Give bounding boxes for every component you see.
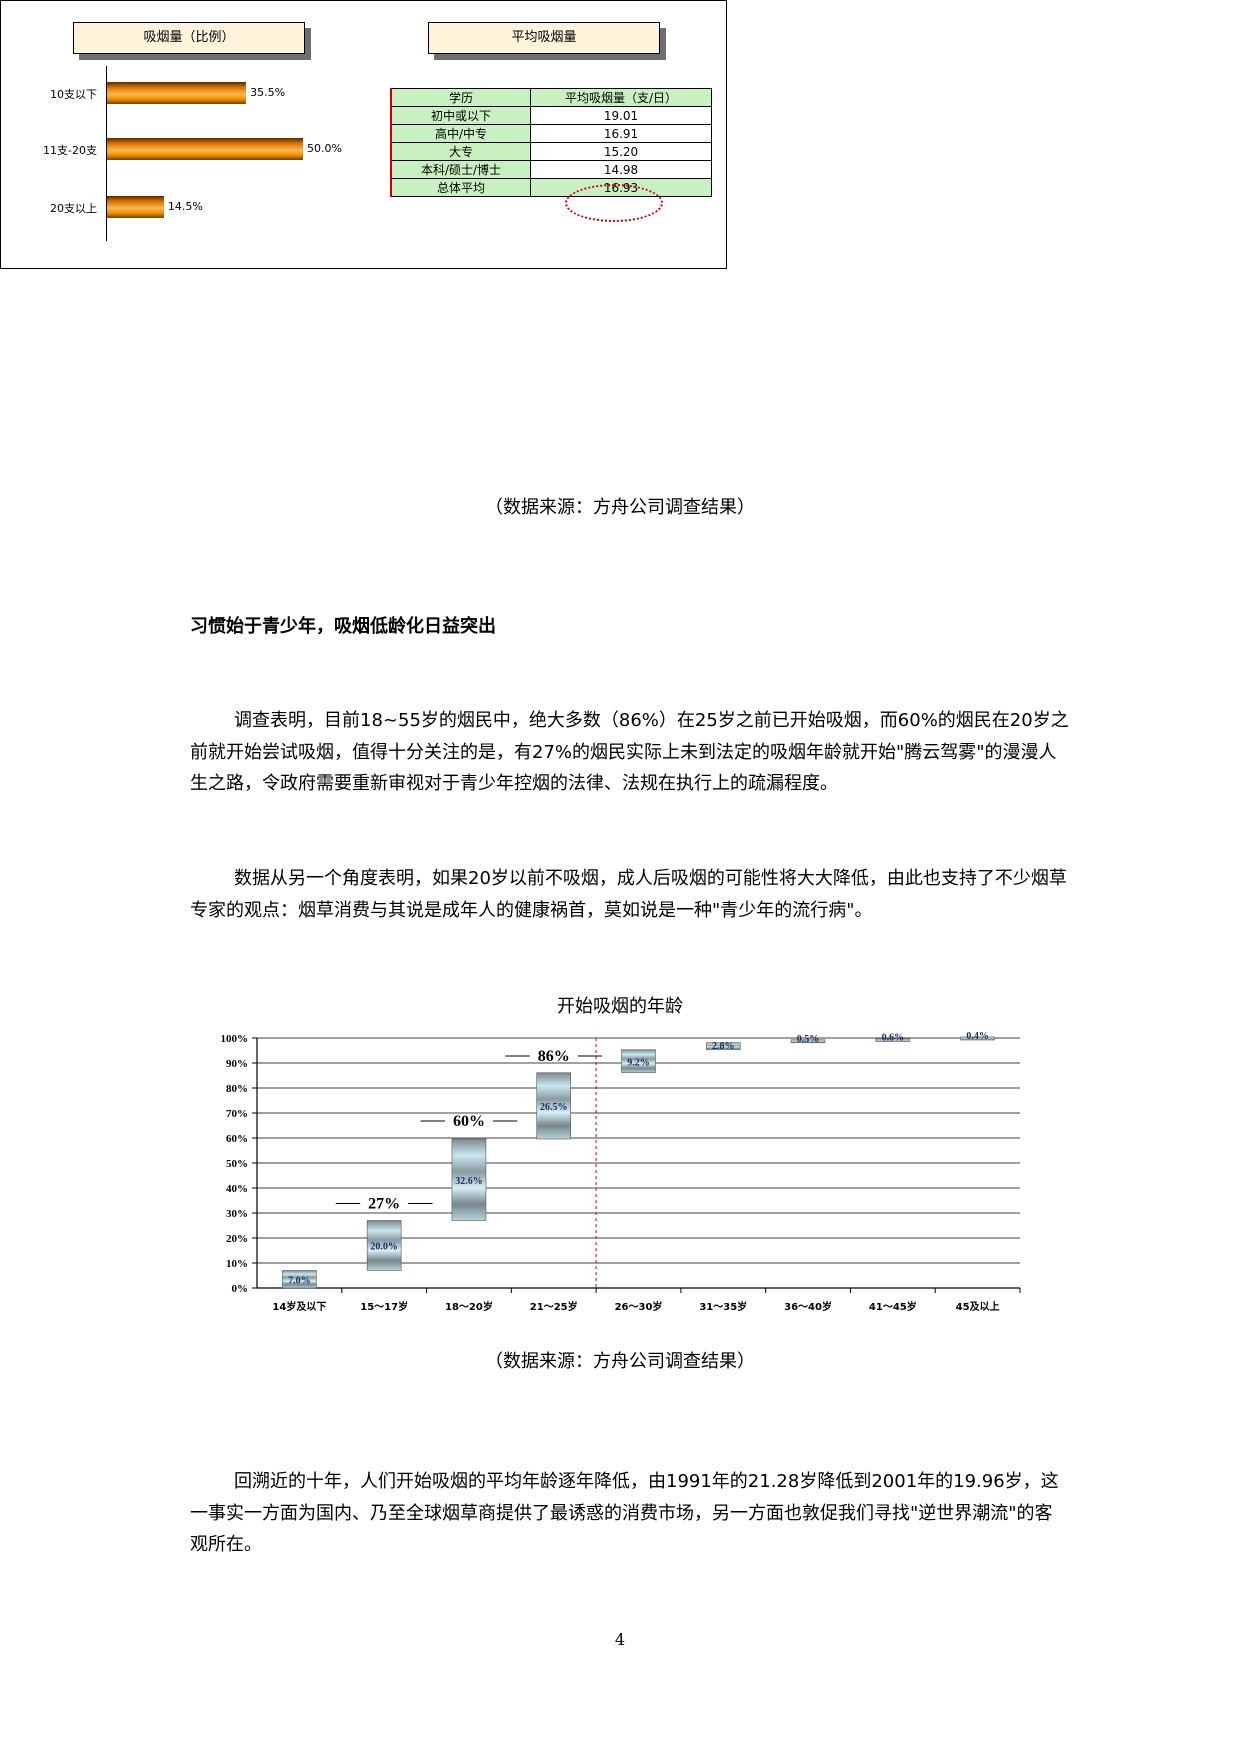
table-title: 平均吸烟量 <box>428 22 660 54</box>
bar <box>107 138 303 160</box>
bar-value-label: 0.5% <box>797 1034 820 1045</box>
bar-value-label: 9.2% <box>627 1057 650 1068</box>
y-tick-label: 30% <box>226 1208 248 1220</box>
y-tick-label: 50% <box>226 1158 248 1170</box>
cumulative-callout-label: 86% <box>538 1048 570 1065</box>
bar <box>107 196 164 218</box>
cumulative-callout-label: 27% <box>368 1196 400 1213</box>
figure2-caption: （数据来源：方舟公司调查结果） <box>485 1351 755 1372</box>
figure-smoking-amount: 吸烟量（比例） 平均吸烟量 10支以下 35.5% 11支-20支 50.0% 20支以… <box>0 0 727 269</box>
education-smoking-table: 学历 平均吸烟量（支/日） 初中或以下 19.01 高中/中专 16.91 大专 15.20 本… <box>390 88 712 197</box>
waterfall-bar <box>960 1036 995 1041</box>
bar-chart-title: 吸烟量（比例） <box>73 22 305 54</box>
table-header-row: 学历 平均吸烟量（支/日） <box>390 88 712 107</box>
x-tick-label: 41～45岁 <box>869 1300 917 1313</box>
waterfall-bar <box>536 1072 572 1140</box>
waterfall-bar <box>875 1038 911 1042</box>
bar-value-label: 7.0% <box>288 1275 311 1286</box>
table-cell-label: 高中/中专 <box>390 124 531 143</box>
x-tick-label: 14岁及以下 <box>272 1300 326 1313</box>
bar-value-label: 0.4% <box>966 1031 989 1042</box>
y-tick-label: 60% <box>226 1133 248 1145</box>
table-cell-value: 19.01 <box>530 106 712 125</box>
table-cell-label: 本科/硕士/博士 <box>390 160 531 179</box>
waterfall-bar <box>705 1042 741 1051</box>
bar-category-label: 10支以下 <box>50 88 97 101</box>
waterfall-bar <box>451 1138 487 1221</box>
table-row: 本科/硕士/博士 14.98 <box>390 160 712 179</box>
table-row: 大专 15.20 <box>390 142 712 161</box>
figure1-caption: （数据来源：方舟公司调查结果） <box>485 497 755 518</box>
x-tick-label: 21～25岁 <box>530 1300 578 1313</box>
table-row: 初中或以下 19.01 <box>390 106 712 125</box>
waterfall-bar <box>621 1049 656 1074</box>
page-number: 4 <box>614 1630 626 1649</box>
table-cell-label: 初中或以下 <box>390 106 531 125</box>
y-tick-label: 40% <box>226 1183 248 1195</box>
x-tick-label: 15～17岁 <box>360 1300 408 1313</box>
bar-category-label: 20支以上 <box>50 202 97 215</box>
y-tick-label: 20% <box>226 1233 248 1245</box>
table-cell-value: 14.98 <box>530 160 712 179</box>
start-age-waterfall-chart: 0% 10% 20% 30% 40% 50% 60% 70% 80% 90% 100% 7.0% 14岁… <box>221 1031 1021 1313</box>
bar-value-label: 14.5% <box>167 200 203 213</box>
x-tick-label: 31～35岁 <box>699 1300 747 1313</box>
waterfall-bar <box>282 1270 317 1289</box>
paragraph-2: 数据从另一个角度表明，如果20岁以前不吸烟，成人后吸烟的可能性将大大降低，由此也… <box>190 868 1067 921</box>
section-heading: 习惯始于青少年，吸烟低龄化日益突出 <box>190 616 496 637</box>
y-tick-label: 10% <box>226 1258 248 1270</box>
table-cell-value: 平均吸烟量（支/日） <box>530 88 712 107</box>
bar <box>107 82 247 104</box>
bar-value-label: 35.5% <box>250 86 286 99</box>
bar-value-label: 0.6% <box>882 1033 905 1044</box>
x-tick-label: 26～30岁 <box>615 1300 663 1313</box>
x-tick-label: 18～20岁 <box>445 1300 493 1313</box>
paragraph-3: 回溯近的十年，人们开始吸烟的平均年龄逐年降低，由1991年的21.28岁降低到2… <box>190 1471 1059 1555</box>
bar-value-label: 20.0% <box>370 1242 398 1253</box>
y-tick-label: 0% <box>232 1283 249 1295</box>
bar-value-label: 26.5% <box>540 1102 568 1113</box>
table-row: 高中/中专 16.91 <box>390 124 712 143</box>
bar-value-label: 32.6% <box>455 1176 483 1187</box>
bar-value-label: 2.8% <box>712 1041 735 1052</box>
bar-value-label: 50.0% <box>307 142 342 155</box>
y-tick-label: 90% <box>226 1058 248 1070</box>
cumulative-callout-label: 60% <box>453 1113 485 1130</box>
table-cell-value: 16.91 <box>530 124 712 143</box>
table-row: 总体平均 16.93 <box>390 178 712 197</box>
paragraph-1: 调查表明，目前18~55岁的烟民中，绝大多数（86%）在25岁之前已开始吸烟，而… <box>190 710 1069 794</box>
bar-category-label: 11支-20支 <box>43 144 97 157</box>
waterfall-bar <box>790 1039 826 1044</box>
waterfall-bar <box>366 1220 402 1271</box>
table-cell-label: 学历 <box>390 88 531 107</box>
table-cell-label: 大专 <box>390 142 531 161</box>
highlight-ellipse <box>565 184 663 222</box>
bar-axis <box>106 66 107 241</box>
x-tick-label: 36～40岁 <box>784 1300 832 1313</box>
chart-title: 开始吸烟的年龄 <box>557 996 683 1017</box>
table-cell-label: 总体平均 <box>390 178 531 197</box>
x-tick-label: 45及以上 <box>956 1300 1000 1313</box>
y-tick-label: 80% <box>226 1083 248 1095</box>
y-tick-label: 70% <box>226 1108 248 1120</box>
y-tick-label: 100% <box>221 1033 249 1045</box>
table-cell-value: 15.20 <box>530 142 712 161</box>
